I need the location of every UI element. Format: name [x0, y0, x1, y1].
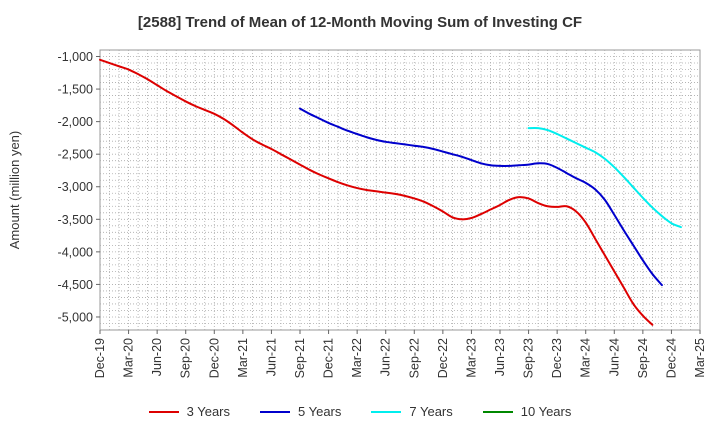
- x-tick-label: Jun-23: [493, 338, 507, 376]
- legend-swatch-10-years: [482, 410, 513, 413]
- legend-label-7-years: 7 Years: [409, 404, 453, 419]
- y-tick-label: -5,000: [58, 310, 93, 324]
- x-tick-label: Sep-24: [636, 338, 650, 378]
- legend-swatch-7-years: [371, 410, 402, 413]
- x-tick-label: Dec-22: [436, 338, 450, 378]
- x-tick-label: Mar-21: [236, 338, 250, 378]
- chart-title: [2588] Trend of Mean of 12-Month Moving …: [137, 14, 583, 31]
- x-tick-label: Sep-23: [522, 338, 536, 378]
- legend-swatch-3-years: [148, 410, 179, 413]
- x-tick-label: Mar-20: [122, 338, 136, 378]
- x-tick-label: Dec-20: [207, 338, 221, 378]
- series-line-7-years: [527, 126, 682, 229]
- legend-item-5-years: 5 Years: [260, 404, 341, 419]
- plot-frame: [99, 49, 701, 331]
- x-tick-label: Mar-23: [464, 338, 478, 378]
- y-tick-label: -2,000: [58, 115, 93, 129]
- x-tick-label: Mar-25: [693, 338, 707, 378]
- x-tick-label: Mar-24: [579, 338, 593, 378]
- x-tick-label: Sep-20: [179, 338, 193, 378]
- legend-label-10-years: 10 Years: [520, 404, 572, 419]
- y-tick-label: -1,500: [58, 83, 93, 97]
- x-tick-label: Sep-22: [407, 338, 421, 378]
- x-tick-label: Jun-22: [379, 338, 393, 376]
- chart-plot: -1,000 -1,500 -2,000 -2,500 -3,000 -3,500 -4,0…: [7, 49, 707, 378]
- x-tick-label: Jun-21: [264, 338, 278, 376]
- y-tick-label: -4,000: [58, 245, 93, 259]
- x-tick-label: Sep-21: [293, 338, 307, 378]
- x-tick-label: Dec-19: [93, 338, 107, 378]
- legend-item-3-years: 3 Years: [148, 404, 230, 419]
- x-tick-label: Dec-23: [550, 338, 564, 378]
- legend: 3 Years 5 Years 7 Years 10 Years: [0, 404, 720, 419]
- x-tick-label: Dec-24: [664, 338, 678, 378]
- y-tick-label: -2,500: [58, 148, 93, 162]
- y-tick-label: -4,500: [58, 278, 93, 292]
- legend-label-5-years: 5 Years: [298, 404, 342, 419]
- x-tick-label: Jun-20: [150, 338, 164, 376]
- legend-swatch-5-years: [260, 410, 290, 413]
- y-axis-label: Amount (million yen): [7, 131, 22, 250]
- y-tick-label: -3,500: [58, 213, 93, 227]
- legend-label-3-years: 3 Years: [186, 404, 230, 419]
- y-tick-label: -3,000: [58, 180, 93, 194]
- y-tick-label: -1,000: [58, 50, 93, 64]
- x-tick-label: Dec-21: [322, 338, 336, 378]
- series-line-5-years: [299, 107, 663, 287]
- legend-item-10-years: 10 Years: [482, 404, 572, 419]
- x-tick-label: Mar-22: [350, 338, 364, 378]
- x-tick-label: Jun-24: [607, 338, 621, 376]
- series-line-3-years: [99, 58, 654, 326]
- legend-item-7-years: 7 Years: [371, 404, 453, 419]
